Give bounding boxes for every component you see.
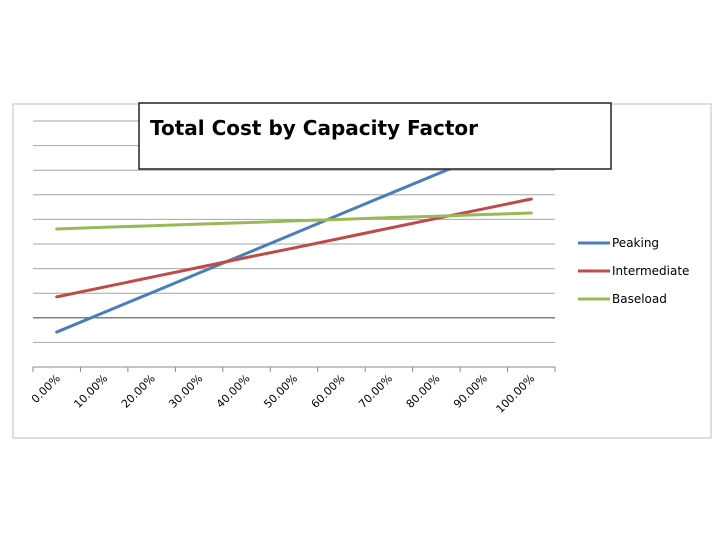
series-line-baseload (55, 211, 533, 231)
title-box: Total Cost by Capacity Factor (138, 102, 612, 170)
legend-label-baseload: Baseload (612, 292, 667, 306)
legend: Peaking Intermediate Baseload (578, 236, 689, 306)
chart-title: Total Cost by Capacity Factor (150, 116, 478, 140)
legend-label-peaking: Peaking (612, 236, 659, 250)
legend-label-intermediate: Intermediate (612, 264, 689, 278)
